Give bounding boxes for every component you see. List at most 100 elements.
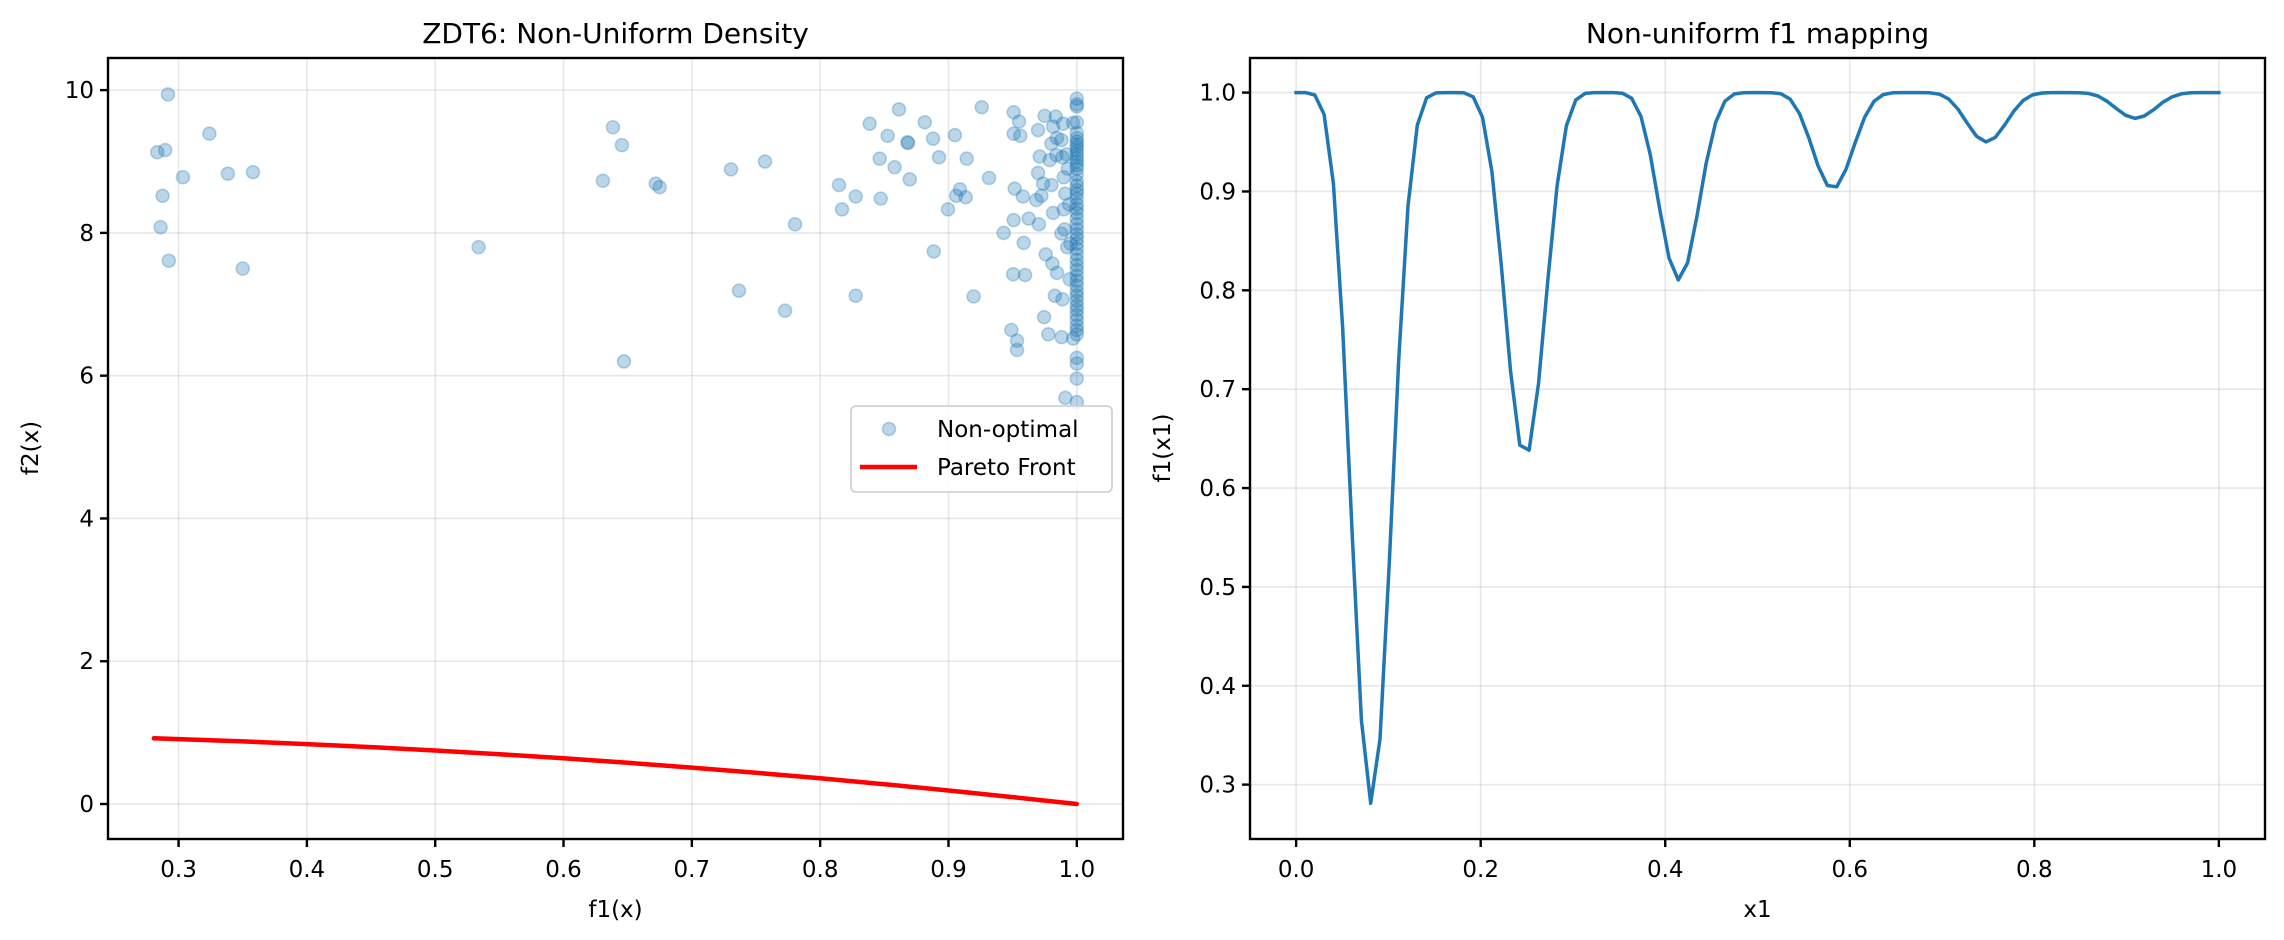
right-grid — [1250, 58, 2265, 839]
scatter-point-non-optimal — [1057, 222, 1072, 237]
scatter-point-non-optimal — [1069, 125, 1085, 141]
x-tick-label: 1.0 — [1059, 857, 1096, 883]
scatter-point-non-optimal — [831, 177, 847, 193]
scatter-point-non-optimal — [891, 102, 907, 117]
scatter-point-non-optimal — [1069, 182, 1085, 198]
scatter-point-non-optimal — [1069, 174, 1085, 189]
scatter-point-non-optimal — [1031, 217, 1047, 232]
scatter-point-non-optimal — [996, 225, 1011, 241]
scatter-point-non-optimal — [1069, 356, 1085, 371]
scatter-point-non-optimal — [952, 182, 968, 197]
legend-marker-non-optimal — [881, 421, 897, 437]
y-tick-label: 0 — [79, 792, 94, 818]
scatter-point-non-optimal — [1069, 139, 1085, 155]
scatter-point-non-optimal — [1015, 189, 1031, 204]
scatter-point-non-optimal — [1069, 231, 1085, 246]
left-ticks: 0.3 0.4 0.5 0.6 0.7 0.8 0.9 1.0 0 2 4 6 8 10 — [65, 78, 1095, 883]
scatter-point-non-optimal — [1069, 273, 1085, 289]
scatter-point-non-optimal — [1017, 267, 1033, 283]
y-tick-label: 0.4 — [1199, 674, 1236, 700]
scatter-point-non-optimal — [757, 154, 773, 169]
scatter-point-non-optimal — [947, 127, 963, 143]
scatter-point-non-optimal — [1041, 326, 1056, 342]
scatter-point-non-optimal — [1045, 205, 1061, 221]
scatter-point-non-optimal — [1069, 278, 1085, 294]
scatter-point-non-optimal — [1069, 167, 1085, 182]
right-chart-title: Non-uniform f1 mapping — [1586, 17, 1929, 50]
left-y-axis-label: f2(x) — [18, 421, 44, 475]
left-grid — [108, 58, 1123, 839]
scatter-point-non-optimal — [959, 151, 975, 166]
y-tick-label: 0.7 — [1199, 377, 1236, 403]
scatter-point-non-optimal — [926, 244, 942, 259]
scatter-point-non-optimal — [1055, 291, 1070, 307]
y-tick-label: 6 — [79, 364, 94, 390]
scatter-point-non-optimal — [1048, 109, 1064, 124]
left-plot-area — [149, 87, 1085, 807]
scatter-point-non-optimal — [1069, 318, 1085, 334]
right-y-axis-label: f1(x1) — [1150, 414, 1176, 483]
y-tick-label: 0.8 — [1199, 278, 1236, 304]
scatter-point-non-optimal — [1004, 322, 1019, 338]
scatter-point-non-optimal — [1069, 288, 1085, 304]
scatter-point-non-optimal — [931, 149, 947, 165]
scatter-point-non-optimal — [1056, 169, 1072, 185]
scatter-point-non-optimal — [1055, 116, 1071, 131]
scatter-point-non-optimal — [153, 219, 168, 235]
x-tick-label: 0.4 — [1647, 857, 1684, 883]
scatter-point-non-optimal — [1069, 134, 1085, 149]
scatter-point-non-optimal — [1065, 331, 1081, 346]
scatter-point-non-optimal — [880, 128, 895, 144]
scatter-point-non-optimal — [948, 188, 964, 204]
scatter-point-non-optimal — [1069, 154, 1085, 169]
scatter-point-non-optimal — [1009, 342, 1025, 358]
scatter-point-non-optimal — [1016, 235, 1031, 251]
scatter-point-non-optimal — [245, 164, 261, 180]
x-tick-label: 0.6 — [545, 857, 582, 883]
f1-mapping-line — [1294, 90, 2221, 806]
scatter-point-non-optimal — [1013, 128, 1028, 144]
scatter-point-non-optimal — [1021, 211, 1036, 226]
scatter-point-non-optimal — [1069, 262, 1085, 278]
scatter-point-non-optimal — [1069, 268, 1085, 284]
scatter-point-non-optimal — [1069, 147, 1085, 162]
scatter-point-non-optimal — [1005, 267, 1021, 282]
scatter-point-non-optimal — [1069, 137, 1085, 152]
scatter-point-non-optimal — [1030, 165, 1046, 181]
scatter-point-non-optimal — [1069, 350, 1085, 366]
right-plot-area — [1294, 90, 2221, 806]
scatter-point-non-optimal — [1069, 205, 1085, 221]
plot-series-group — [1294, 90, 2221, 806]
scatter-point-non-optimal — [1069, 161, 1085, 176]
right-axes: 0.0 0.2 0.4 0.6 0.8 1.0 0.3 0.4 0.5 0.6 0.7 0.8 0.9 1… — [1150, 17, 2267, 923]
scatter-point-non-optimal — [1006, 104, 1021, 120]
scatter-point-non-optimal — [1069, 201, 1085, 216]
scatter-point-non-optimal — [1044, 177, 1059, 193]
plot-series-group — [149, 87, 1085, 807]
scatter-point-non-optimal — [873, 191, 889, 206]
scatter-point-non-optimal — [1049, 147, 1064, 163]
scatter-point-non-optimal — [834, 202, 850, 217]
scatter-point-non-optimal — [1062, 272, 1078, 287]
scatter-point-non-optimal — [1069, 191, 1085, 206]
scatter-point-non-optimal — [1069, 143, 1085, 159]
scatter-point-non-optimal — [917, 114, 933, 130]
scatter-point-non-optimal — [731, 283, 747, 299]
scatter-point-non-optimal — [160, 87, 176, 102]
scatter-point-non-optimal — [1069, 222, 1085, 237]
scatter-point-non-optimal — [1063, 236, 1078, 251]
scatter-point-non-optimal — [887, 159, 902, 175]
scatter-point-non-optimal — [1060, 161, 1076, 176]
scatter-point-non-optimal — [1054, 226, 1069, 241]
scatter-point-non-optimal — [1069, 371, 1085, 386]
scatter-point-non-optimal — [1069, 302, 1085, 318]
scatter-point-non-optimal — [1069, 114, 1085, 130]
x-tick-label: 0.8 — [802, 857, 839, 883]
scatter-point-non-optimal — [872, 151, 888, 166]
x-tick-label: 0.9 — [930, 857, 967, 883]
scatter-point-non-optimal — [202, 126, 217, 141]
scatter-point-non-optimal — [1069, 326, 1085, 342]
y-tick-label: 0.5 — [1199, 575, 1236, 601]
scatter-point-non-optimal — [1069, 91, 1085, 106]
